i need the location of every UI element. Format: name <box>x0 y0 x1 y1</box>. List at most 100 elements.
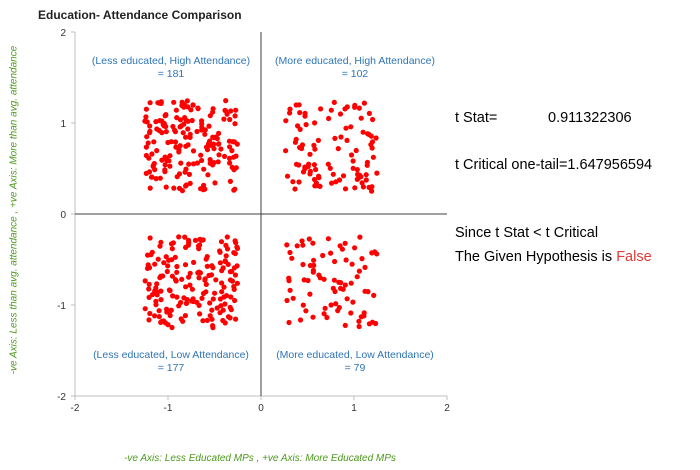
scatter-point <box>146 286 152 292</box>
scatter-point <box>307 168 313 174</box>
scatter-point <box>174 263 180 270</box>
scatter-point <box>210 109 216 115</box>
scatter-point <box>356 323 362 330</box>
scatter-point <box>337 243 343 249</box>
scatter-point <box>342 106 348 112</box>
scatter-point <box>233 240 239 246</box>
scatter-point <box>307 262 313 269</box>
scatter-point <box>171 99 177 105</box>
scatter-point <box>359 256 365 262</box>
scatter-point <box>343 125 349 131</box>
scatter-point <box>195 106 201 112</box>
scatter-point <box>331 277 337 283</box>
scatter-point <box>328 107 334 113</box>
scatter-point <box>287 106 293 112</box>
scatter-point <box>156 314 162 320</box>
scatter-point <box>234 244 240 250</box>
scatter-point <box>183 143 189 149</box>
scatter-point <box>162 320 169 326</box>
scatter-point <box>199 118 205 124</box>
scatter-point <box>233 107 239 113</box>
scatter-point <box>227 116 233 123</box>
scatter-point <box>328 250 334 256</box>
t-critical-value: 1.647956594 <box>567 157 653 173</box>
quadrant-count: = 102 <box>341 68 369 80</box>
scatter-point <box>350 299 356 305</box>
conclusion-line-1: Since t Stat < t Critical <box>455 225 599 241</box>
scatter-point <box>360 184 366 190</box>
scatter-point <box>292 186 298 192</box>
scatter-point <box>348 152 355 158</box>
scatter-point <box>217 249 223 255</box>
scatter-point <box>358 115 364 121</box>
y-tick-label: -1 <box>57 301 66 312</box>
scatter-point <box>300 261 306 268</box>
scatter-point <box>173 278 179 284</box>
scatter-point <box>227 178 233 184</box>
scatter-point <box>287 110 293 116</box>
scatter-point <box>157 118 163 124</box>
scatter-point <box>312 120 318 126</box>
scatter-point <box>353 147 359 154</box>
scatter-point <box>189 298 195 304</box>
scatter-point <box>205 172 211 178</box>
scatter-point <box>317 275 323 281</box>
scatter-point <box>366 321 372 327</box>
scatter-point <box>156 308 162 314</box>
scatter-point <box>147 235 153 241</box>
scatter-point <box>176 147 182 153</box>
scatter-point <box>224 234 230 240</box>
quadrant-title: (Less educated, Low Attendance) <box>93 349 249 361</box>
scatter-point <box>219 280 225 286</box>
scatter-point <box>222 301 228 307</box>
scatter-point <box>199 295 205 301</box>
scatter-point <box>333 301 339 307</box>
scatter-point <box>302 110 308 116</box>
scatter-point <box>162 169 168 175</box>
scatter-point <box>169 246 175 252</box>
scatter-point <box>232 113 238 119</box>
scatter-point <box>210 296 216 302</box>
scatter-point <box>163 129 169 135</box>
scatter-point <box>338 134 344 140</box>
scatter-point <box>182 262 189 268</box>
scatter-point <box>297 110 303 116</box>
scatter-point <box>296 179 302 185</box>
scatter-point <box>158 239 164 245</box>
scatter-point <box>177 143 183 149</box>
scatter-point <box>348 280 354 286</box>
scatter-point <box>149 151 155 157</box>
scatter-point <box>310 240 316 246</box>
scatter-point <box>187 282 193 288</box>
scatter-point <box>286 278 292 284</box>
scatter-point <box>163 112 169 118</box>
scatter-point <box>360 129 366 135</box>
scatter-point <box>207 300 213 306</box>
scatter-point <box>176 234 182 240</box>
scatter-point <box>183 166 189 172</box>
scatter-point <box>364 159 370 165</box>
scatter-point <box>198 152 204 158</box>
scatter-point <box>229 268 235 274</box>
quadrant-count: = 181 <box>157 68 185 80</box>
scatter-point <box>221 284 227 290</box>
quadrant-count: = 79 <box>344 362 366 374</box>
scatter-point <box>348 310 354 316</box>
scatter-point <box>357 234 363 240</box>
scatter-point <box>183 134 189 140</box>
scatter-point <box>366 110 372 116</box>
scatter-point <box>154 281 160 287</box>
scatter-point <box>169 273 175 279</box>
scatter-point <box>158 288 164 294</box>
scatter-point <box>340 173 347 179</box>
scatter-point <box>230 139 236 145</box>
y-tick-label: -2 <box>57 392 66 403</box>
scatter-point <box>227 160 233 166</box>
scatter-point <box>310 269 316 275</box>
scatter-point <box>349 261 355 267</box>
scatter-point <box>207 313 213 319</box>
t-stat-label: t Stat= <box>455 110 498 126</box>
scatter-point <box>286 319 292 326</box>
scatter-point <box>167 288 173 294</box>
scatter-point <box>172 129 178 135</box>
